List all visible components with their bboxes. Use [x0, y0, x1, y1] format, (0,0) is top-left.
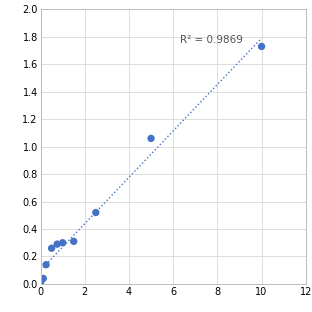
Point: [149, 136, 154, 141]
Text: R² = 0.9869: R² = 0.9869: [180, 35, 243, 45]
Point: [60, 240, 65, 245]
Point: [38, 280, 43, 285]
Point: [44, 262, 49, 267]
Point: [93, 210, 98, 215]
Point: [49, 246, 54, 251]
Point: [259, 44, 264, 49]
Point: [41, 276, 46, 281]
Point: [71, 239, 76, 244]
Point: [55, 241, 60, 246]
